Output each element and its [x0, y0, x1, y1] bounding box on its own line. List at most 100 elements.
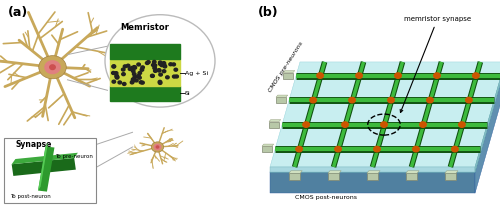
Polygon shape	[12, 153, 78, 164]
Text: To pre-neuron: To pre-neuron	[55, 154, 93, 159]
Text: To post-neuron: To post-neuron	[10, 194, 51, 199]
Circle shape	[169, 63, 172, 66]
Circle shape	[335, 146, 342, 152]
Circle shape	[162, 63, 166, 66]
Circle shape	[166, 76, 169, 79]
Bar	[445, 173, 456, 180]
Polygon shape	[406, 171, 419, 173]
Polygon shape	[12, 158, 76, 176]
Text: Si: Si	[185, 91, 190, 96]
Circle shape	[50, 65, 55, 70]
Circle shape	[381, 122, 387, 127]
Circle shape	[132, 79, 135, 82]
Circle shape	[116, 76, 119, 79]
Circle shape	[158, 61, 162, 64]
Text: memristor synapse: memristor synapse	[400, 16, 471, 113]
Circle shape	[138, 76, 141, 79]
Bar	[110, 86, 180, 101]
Circle shape	[159, 73, 162, 76]
Text: (b): (b)	[258, 6, 278, 19]
Circle shape	[122, 68, 125, 71]
Bar	[289, 173, 300, 180]
Bar	[269, 122, 279, 127]
Circle shape	[426, 97, 433, 103]
Circle shape	[158, 62, 162, 65]
Circle shape	[452, 146, 458, 152]
Circle shape	[157, 69, 160, 72]
Circle shape	[134, 79, 138, 82]
Circle shape	[154, 70, 157, 72]
Polygon shape	[270, 67, 500, 172]
Circle shape	[303, 122, 310, 127]
Circle shape	[124, 65, 127, 68]
Circle shape	[137, 63, 140, 66]
Circle shape	[172, 75, 176, 78]
Polygon shape	[475, 67, 500, 193]
Circle shape	[130, 81, 134, 84]
Bar	[262, 146, 272, 152]
Circle shape	[160, 64, 164, 67]
Circle shape	[162, 62, 166, 65]
Circle shape	[349, 97, 356, 103]
Polygon shape	[475, 62, 500, 172]
Circle shape	[146, 62, 149, 64]
Circle shape	[132, 66, 136, 68]
Bar	[406, 173, 417, 180]
Text: CMOS pre-neurons: CMOS pre-neurons	[268, 41, 304, 93]
Circle shape	[152, 64, 155, 67]
Text: (a): (a)	[8, 6, 28, 19]
Circle shape	[112, 65, 116, 68]
Circle shape	[420, 122, 426, 127]
Circle shape	[374, 146, 380, 152]
Circle shape	[158, 81, 162, 84]
Circle shape	[310, 97, 316, 103]
Circle shape	[472, 73, 479, 78]
Circle shape	[152, 142, 164, 152]
Circle shape	[114, 72, 118, 75]
Circle shape	[162, 70, 166, 73]
Circle shape	[118, 81, 122, 84]
Circle shape	[388, 97, 394, 103]
Circle shape	[175, 75, 178, 78]
Polygon shape	[289, 171, 302, 173]
Circle shape	[130, 66, 134, 69]
Circle shape	[112, 71, 115, 74]
Circle shape	[112, 80, 116, 83]
Circle shape	[141, 66, 144, 69]
Polygon shape	[283, 71, 295, 73]
Circle shape	[116, 75, 119, 78]
Circle shape	[140, 68, 143, 71]
Circle shape	[45, 61, 60, 74]
Circle shape	[39, 56, 66, 79]
Circle shape	[153, 67, 156, 70]
Text: Ag + Si: Ag + Si	[185, 71, 208, 76]
Circle shape	[163, 65, 166, 68]
Polygon shape	[328, 171, 341, 173]
Circle shape	[112, 65, 116, 68]
Circle shape	[141, 81, 144, 84]
Circle shape	[466, 97, 472, 103]
Circle shape	[122, 73, 125, 76]
Circle shape	[138, 72, 141, 75]
Bar	[367, 173, 378, 180]
Circle shape	[458, 122, 465, 127]
Text: Memristor: Memristor	[120, 23, 170, 32]
Circle shape	[172, 63, 176, 66]
Circle shape	[154, 144, 161, 150]
Circle shape	[132, 78, 135, 81]
Polygon shape	[270, 62, 500, 167]
Circle shape	[412, 146, 419, 152]
Bar	[328, 173, 339, 180]
Circle shape	[150, 74, 154, 77]
Circle shape	[317, 73, 324, 78]
Circle shape	[139, 81, 142, 84]
Circle shape	[126, 64, 130, 67]
FancyBboxPatch shape	[4, 138, 96, 203]
Bar	[110, 59, 180, 86]
Polygon shape	[38, 143, 48, 190]
Bar	[110, 44, 180, 59]
Circle shape	[133, 75, 136, 78]
Polygon shape	[445, 171, 458, 173]
Circle shape	[133, 66, 136, 69]
Circle shape	[153, 64, 156, 67]
